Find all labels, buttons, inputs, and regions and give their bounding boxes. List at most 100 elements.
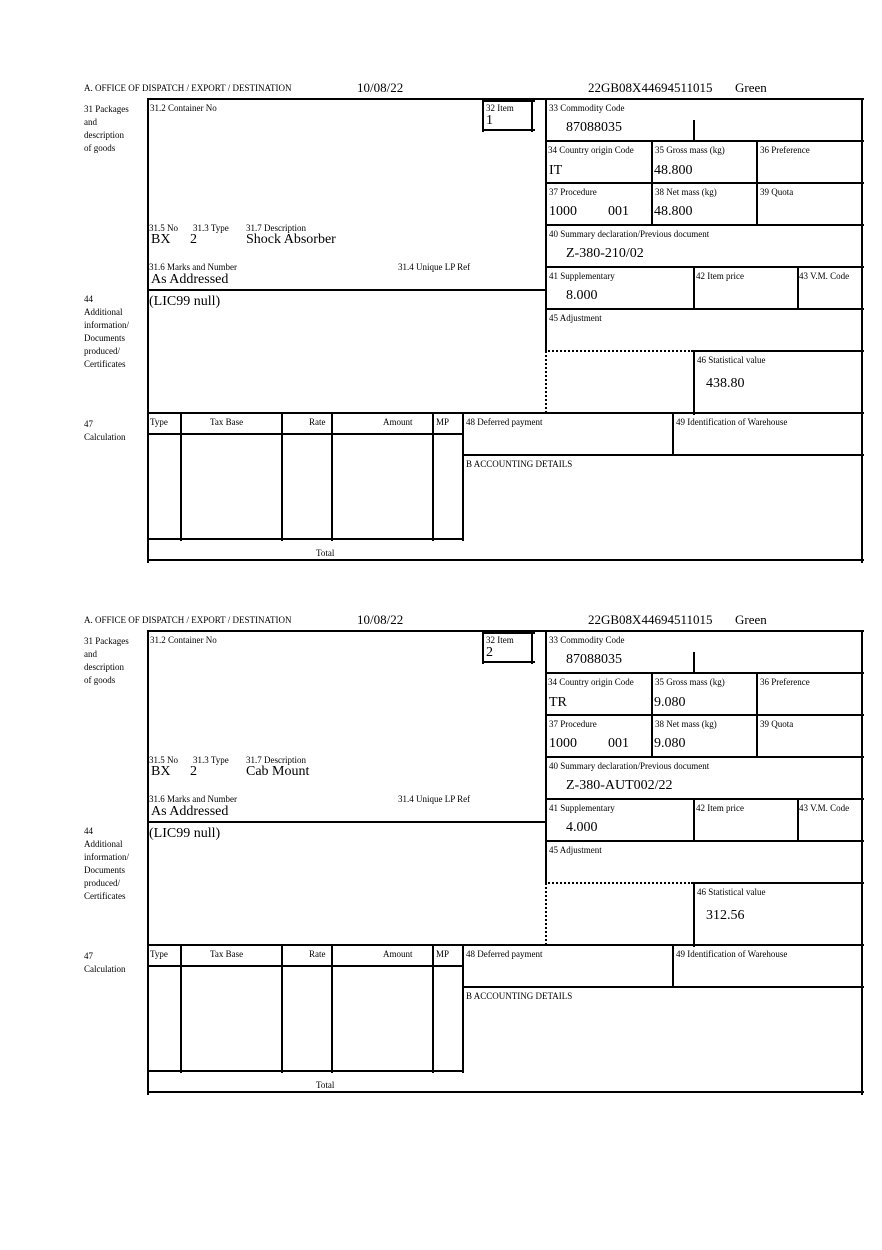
packages-label: and xyxy=(84,117,97,127)
rule xyxy=(281,412,283,541)
net-mass-value: 9.080 xyxy=(654,736,686,751)
additional-info-label: Documents xyxy=(84,333,125,343)
packages-label: 31 Packages xyxy=(84,636,129,646)
marks-label: 31.6 Marks and Number xyxy=(149,262,237,272)
rule xyxy=(693,350,864,352)
rule xyxy=(147,944,864,946)
calc-column-header: Type xyxy=(150,417,168,427)
warehouse-label: 49 Identification of Warehouse xyxy=(676,417,788,427)
rule xyxy=(531,632,533,664)
description-label: 31.7 Description xyxy=(246,755,306,765)
rule xyxy=(545,224,864,226)
total-label: Total xyxy=(316,1080,335,1090)
declaration-date: 10/08/22 xyxy=(357,80,404,95)
gross-mass-label: 35 Gross mass (kg) xyxy=(655,677,725,687)
rule xyxy=(462,412,464,541)
rule xyxy=(861,98,863,563)
warehouse-label: 49 Identification of Warehouse xyxy=(676,949,788,959)
container-no-label: 31.2 Container No xyxy=(150,635,217,645)
gross-mass-value: 9.080 xyxy=(654,695,686,710)
calculation-label: Calculation xyxy=(84,432,126,442)
rule xyxy=(147,821,547,823)
rule xyxy=(693,120,695,142)
calculation-label: 47 xyxy=(84,419,93,429)
preference-label: 36 Preference xyxy=(760,145,810,155)
no-label: 31.5 No xyxy=(149,223,178,233)
rule xyxy=(281,944,283,1073)
procedure-additional-value: 001 xyxy=(608,204,629,219)
additional-info-label: Certificates xyxy=(84,891,126,901)
declaration-reference: 22GB08X44694511015 xyxy=(588,80,713,95)
rule xyxy=(797,798,799,842)
rule xyxy=(531,100,533,132)
adjustment-label: 45 Adjustment xyxy=(549,845,602,855)
additional-info-label: information/ xyxy=(84,852,129,862)
rule xyxy=(545,308,864,310)
calc-column-header: MP xyxy=(436,949,450,959)
additional-info-label: information/ xyxy=(84,320,129,330)
rule xyxy=(693,266,695,310)
rule xyxy=(545,266,864,268)
rule xyxy=(545,140,864,142)
accounting-details-label: B ACCOUNTING DETAILS xyxy=(466,991,573,1001)
rule xyxy=(693,652,695,674)
calc-column-header: Tax Base xyxy=(210,417,244,427)
procedure-value: 1000 xyxy=(549,736,577,751)
additional-info-label: Documents xyxy=(84,865,125,875)
adjustment-label: 45 Adjustment xyxy=(549,313,602,323)
package-no: BX xyxy=(151,232,171,247)
additional-info-label: Additional xyxy=(84,307,123,317)
packages-label: description xyxy=(84,130,124,140)
rule xyxy=(482,129,535,131)
calc-column-header: Rate xyxy=(309,949,326,959)
calculation-label: Calculation xyxy=(84,964,126,974)
deferred-payment-label: 48 Deferred payment xyxy=(466,417,543,427)
calc-column-header: MP xyxy=(436,417,450,427)
summary-declaration-value: Z-380-AUT002/22 xyxy=(566,778,673,793)
vm-code-label: 43 V.M. Code xyxy=(799,271,850,281)
dotted-rule xyxy=(545,350,693,352)
rule xyxy=(180,412,182,541)
summary-declaration-value: Z-380-210/02 xyxy=(566,246,644,261)
rule xyxy=(693,350,695,415)
rule xyxy=(432,412,434,541)
rule xyxy=(545,840,864,842)
office-heading: A. OFFICE OF DISPATCH / EXPORT / DESTINA… xyxy=(84,615,292,625)
supplementary-label: 41 Supplementary xyxy=(549,803,615,813)
rule xyxy=(482,661,535,663)
packages-label: and xyxy=(84,649,97,659)
dotted-rule xyxy=(545,883,547,945)
packages-label: 31 Packages xyxy=(84,104,129,114)
rule xyxy=(861,630,863,1095)
rule xyxy=(756,140,758,226)
unique-lp-label: 31.4 Unique LP Ref xyxy=(398,262,471,272)
supplementary-value: 8.000 xyxy=(566,288,598,303)
calc-column-header: Tax Base xyxy=(210,949,244,959)
item-box-top xyxy=(482,632,535,634)
item-number: 1 xyxy=(486,113,493,128)
commodity-code-label: 33 Commodity Code xyxy=(549,635,625,645)
quota-label: 39 Quota xyxy=(760,719,794,729)
rule xyxy=(180,944,182,1073)
deferred-payment-label: 48 Deferred payment xyxy=(466,949,543,959)
summary-declaration-label: 40 Summary declaration/Previous document xyxy=(549,761,710,771)
container-no-label: 31.2 Container No xyxy=(150,103,217,113)
supplementary-value: 4.000 xyxy=(566,820,598,835)
commodity-code-label: 33 Commodity Code xyxy=(549,103,625,113)
declaration-reference: 22GB08X44694511015 xyxy=(588,612,713,627)
commodity-code-value: 87088035 xyxy=(566,652,622,667)
unique-lp-label: 31.4 Unique LP Ref xyxy=(398,794,471,804)
marks-value: As Addressed xyxy=(151,272,229,287)
statistical-value-value: 438.80 xyxy=(706,376,745,391)
dotted-rule xyxy=(545,351,547,413)
rule xyxy=(672,944,674,988)
dotted-rule xyxy=(545,882,693,884)
calc-column-header: Amount xyxy=(383,949,413,959)
rule xyxy=(672,412,674,456)
country-origin-value: IT xyxy=(549,163,563,178)
net-mass-value: 48.800 xyxy=(654,204,693,219)
procedure-label: 37 Procedure xyxy=(549,719,597,729)
rule xyxy=(147,412,864,414)
marks-value: As Addressed xyxy=(151,804,229,819)
quota-label: 39 Quota xyxy=(760,187,794,197)
